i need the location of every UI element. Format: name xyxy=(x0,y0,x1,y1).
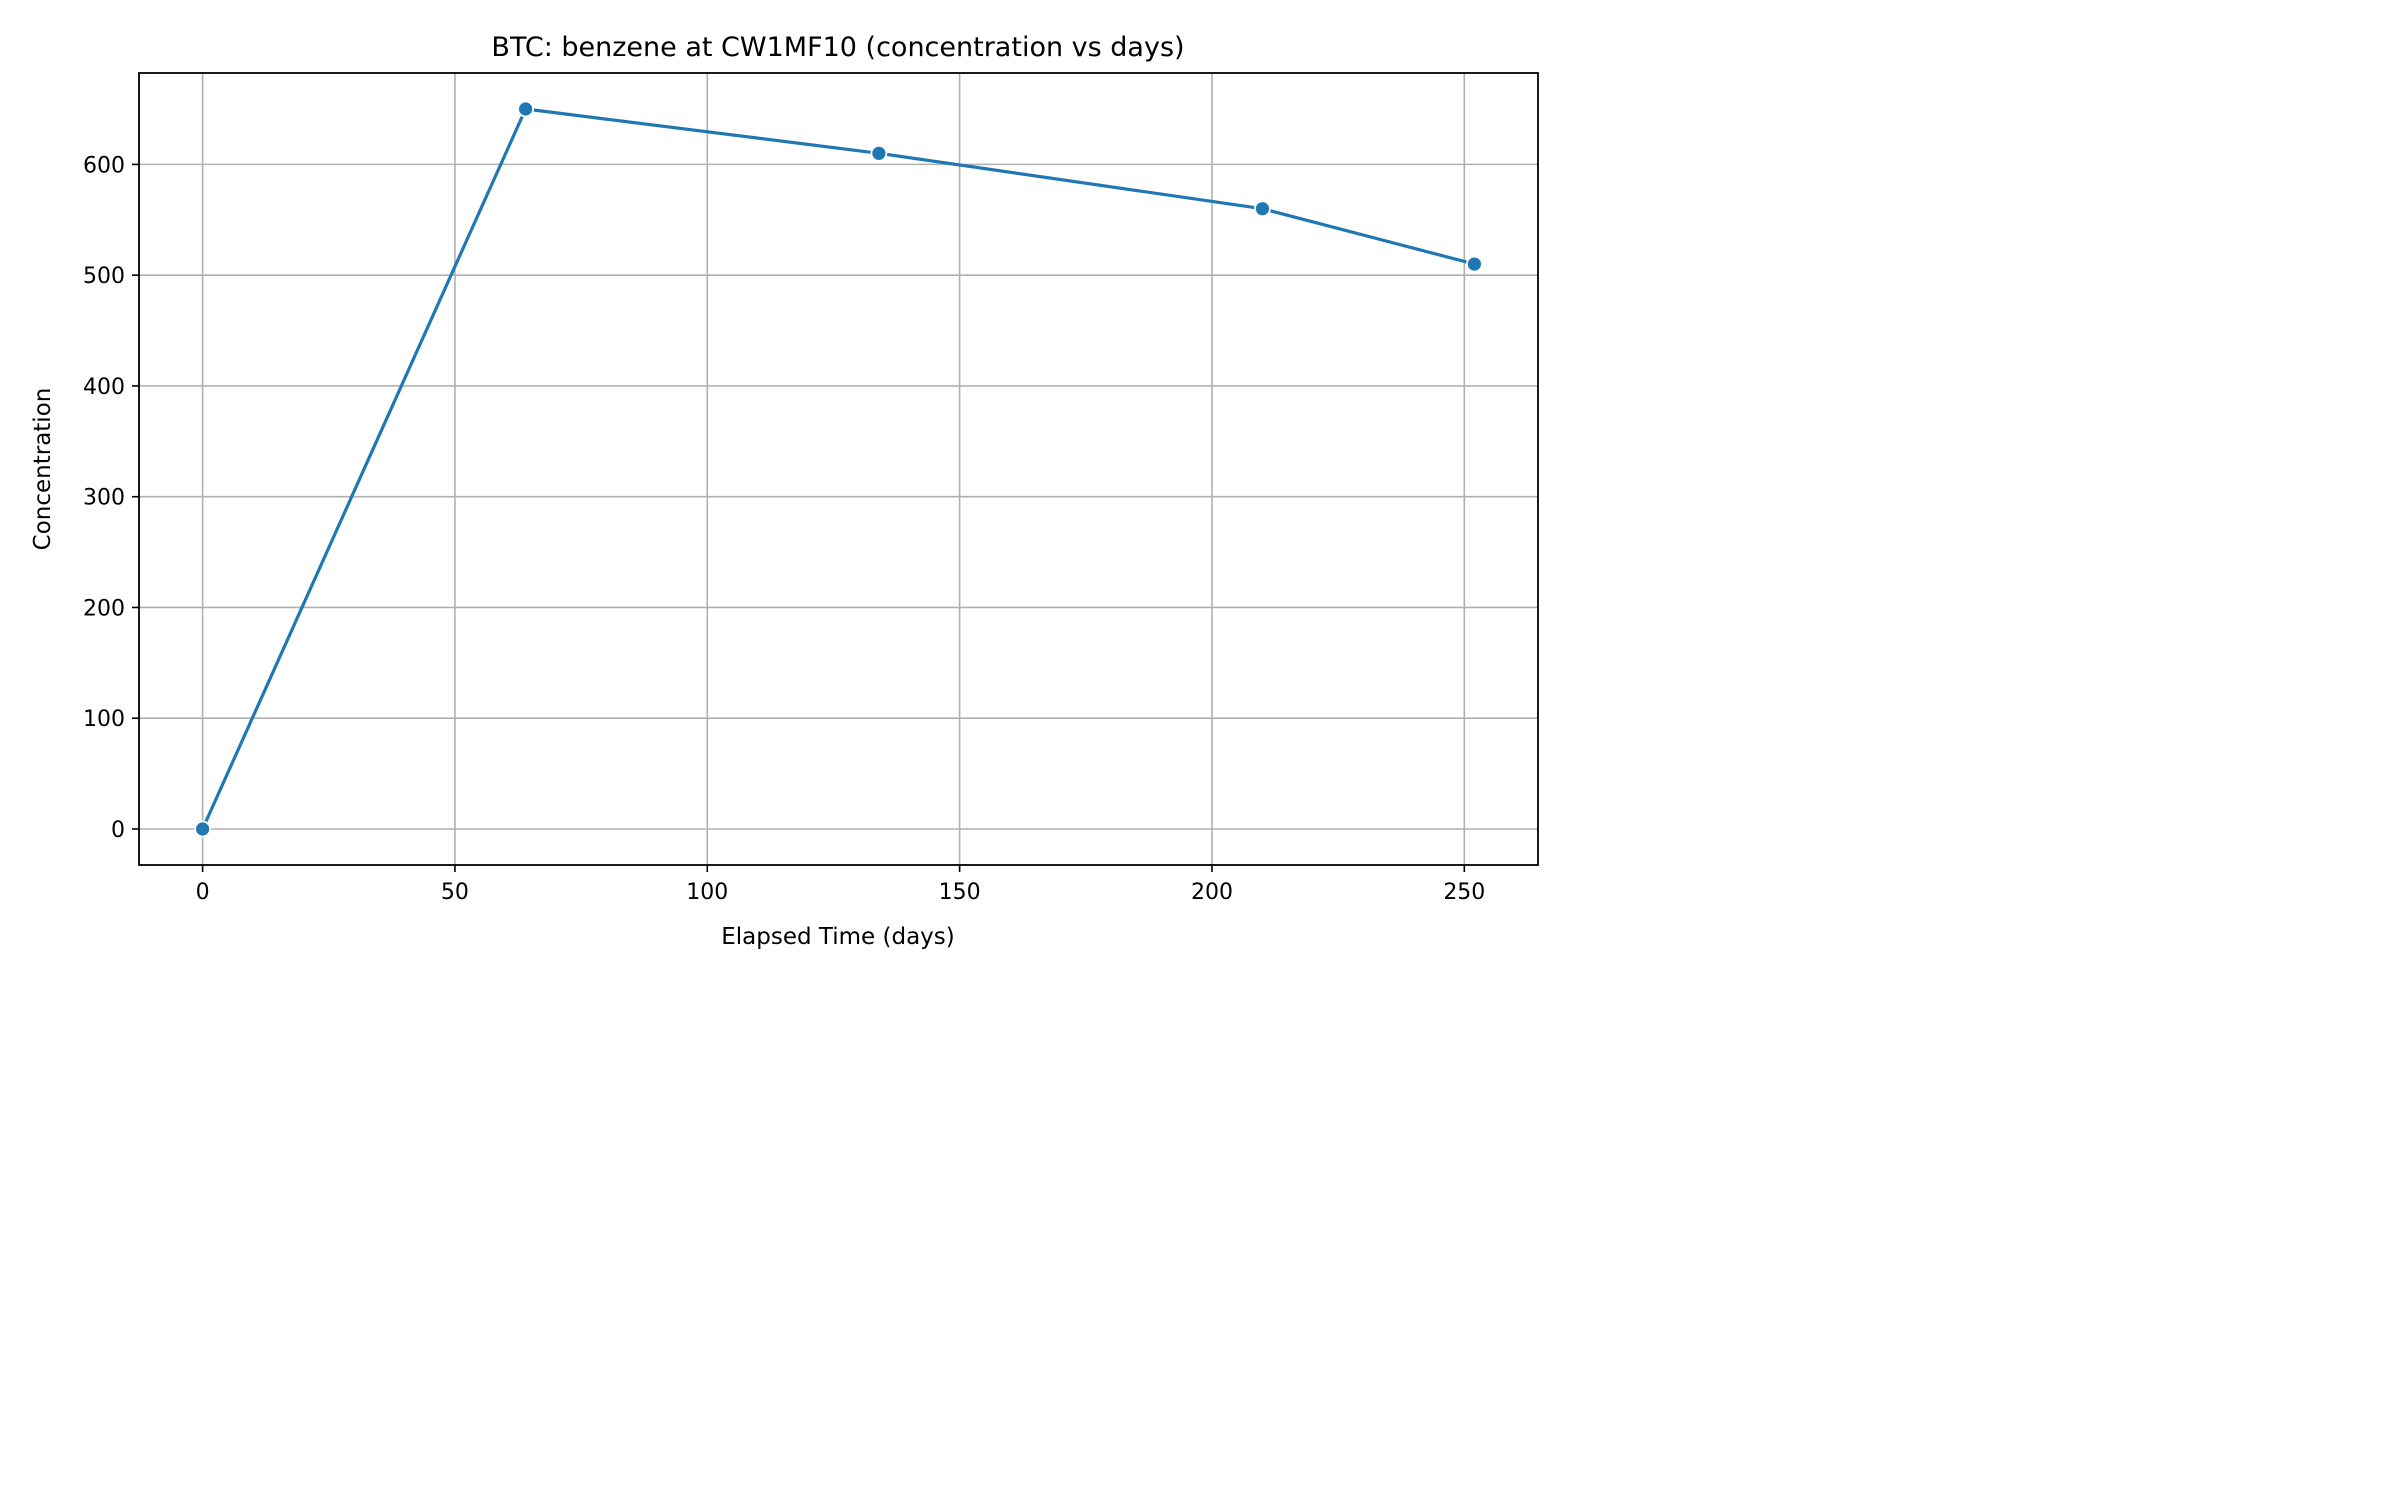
y-tick-label: 500 xyxy=(83,264,125,289)
x-tick-label: 100 xyxy=(686,880,728,905)
data-point xyxy=(194,820,211,838)
x-tick-label: 250 xyxy=(1443,880,1485,905)
y-tick-label: 300 xyxy=(83,486,125,511)
x-axis-label: Elapsed Time (days) xyxy=(721,924,955,950)
data-point xyxy=(1466,255,1483,273)
y-tick-label: 0 xyxy=(111,818,125,843)
grid-lines xyxy=(139,73,1538,865)
y-tick-label: 200 xyxy=(83,596,125,621)
axis-ticks: 0 50 100 150 200 250 0 100 200 300 400 500 600 xyxy=(83,153,1485,905)
x-tick-label: 0 xyxy=(196,880,210,905)
y-axis-label: Concentration xyxy=(30,388,56,551)
series-layer xyxy=(194,100,1483,838)
x-tick-label: 200 xyxy=(1191,880,1233,905)
chart-title: BTC: benzene at CW1MF10 (concentration v… xyxy=(491,32,1184,63)
data-point xyxy=(870,144,888,162)
data-point xyxy=(1254,200,1271,218)
series-line xyxy=(201,107,1475,830)
line-chart: 0 50 100 150 200 250 0 100 200 300 400 500 600 BTC: … xyxy=(30,32,1539,950)
y-tick-label: 400 xyxy=(83,375,125,400)
x-tick-label: 150 xyxy=(939,880,981,905)
plot-frame xyxy=(138,72,1539,866)
x-tick-label: 50 xyxy=(441,880,469,905)
y-tick-label: 100 xyxy=(83,707,125,732)
y-tick-label: 600 xyxy=(83,153,125,178)
data-point xyxy=(517,100,534,118)
